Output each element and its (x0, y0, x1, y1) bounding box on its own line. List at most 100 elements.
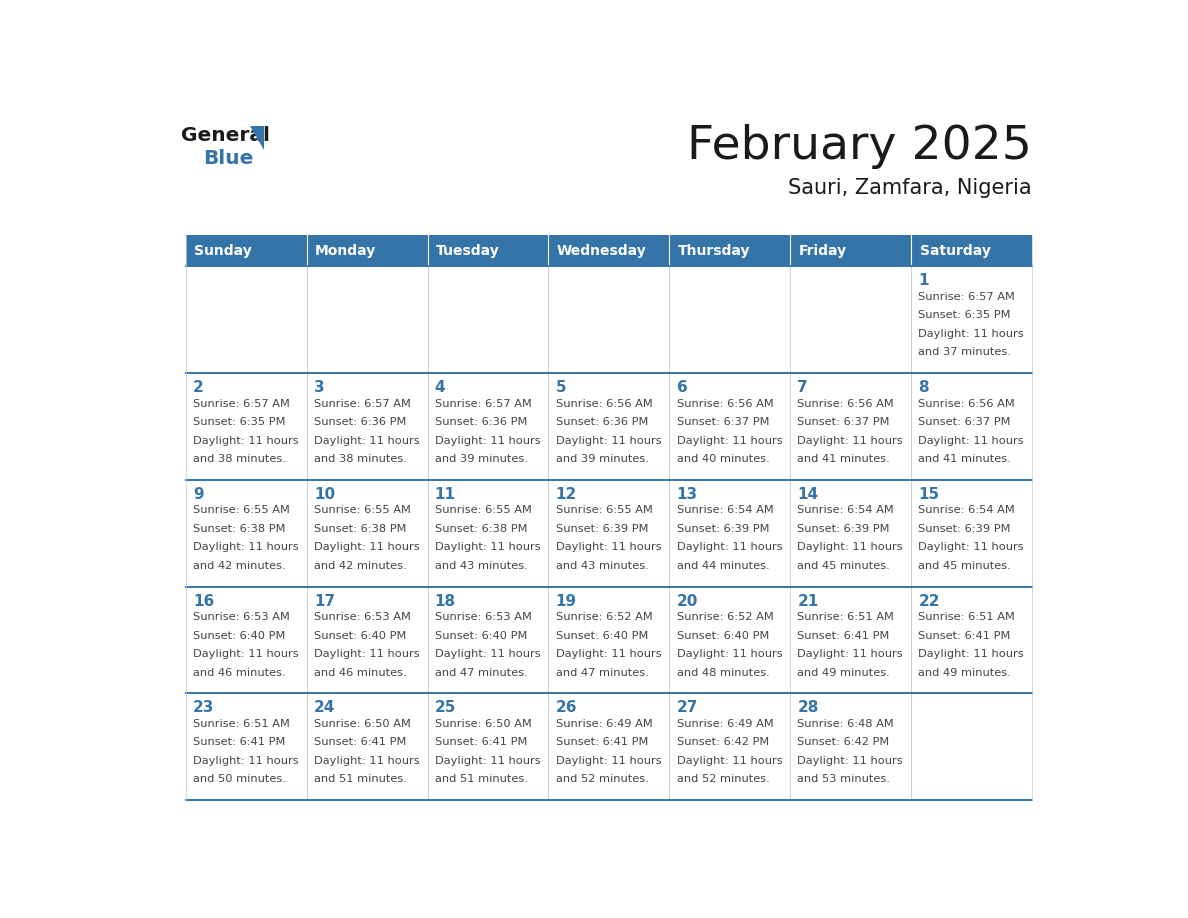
Text: 27: 27 (676, 700, 697, 715)
Text: Sunrise: 6:55 AM: Sunrise: 6:55 AM (192, 505, 290, 515)
Text: General: General (181, 126, 270, 144)
Polygon shape (251, 126, 264, 150)
Text: Daylight: 11 hours: Daylight: 11 hours (556, 543, 662, 553)
Text: Sunrise: 6:54 AM: Sunrise: 6:54 AM (797, 505, 895, 515)
Text: Sunset: 6:37 PM: Sunset: 6:37 PM (797, 417, 890, 427)
Text: Sunset: 6:41 PM: Sunset: 6:41 PM (314, 737, 406, 747)
Bar (911, 266, 1032, 374)
Bar (911, 480, 1032, 587)
Text: 24: 24 (314, 700, 335, 715)
Text: Daylight: 11 hours: Daylight: 11 hours (435, 543, 541, 553)
Text: Daylight: 11 hours: Daylight: 11 hours (314, 649, 419, 659)
Bar (428, 374, 549, 480)
Text: Sunset: 6:36 PM: Sunset: 6:36 PM (435, 417, 527, 427)
Text: and 46 minutes.: and 46 minutes. (314, 667, 406, 677)
Text: Daylight: 11 hours: Daylight: 11 hours (676, 436, 782, 445)
Text: Daylight: 11 hours: Daylight: 11 hours (797, 649, 903, 659)
Text: Sunset: 6:39 PM: Sunset: 6:39 PM (918, 524, 1011, 534)
Text: and 43 minutes.: and 43 minutes. (556, 561, 649, 571)
Text: Sunrise: 6:55 AM: Sunrise: 6:55 AM (314, 505, 411, 515)
Bar (428, 693, 549, 800)
Text: and 44 minutes.: and 44 minutes. (676, 561, 769, 571)
Bar (669, 374, 790, 480)
Text: and 49 minutes.: and 49 minutes. (797, 667, 890, 677)
Text: Sunset: 6:41 PM: Sunset: 6:41 PM (192, 737, 285, 747)
Text: Sunset: 6:38 PM: Sunset: 6:38 PM (314, 524, 406, 534)
Bar (549, 235, 669, 266)
Text: Daylight: 11 hours: Daylight: 11 hours (797, 543, 903, 553)
Text: Sunset: 6:36 PM: Sunset: 6:36 PM (314, 417, 406, 427)
Text: Sunset: 6:42 PM: Sunset: 6:42 PM (676, 737, 769, 747)
Text: Sunset: 6:35 PM: Sunset: 6:35 PM (192, 417, 285, 427)
Bar (549, 374, 669, 480)
Text: and 51 minutes.: and 51 minutes. (314, 774, 406, 784)
Text: and 52 minutes.: and 52 minutes. (556, 774, 649, 784)
Text: Tuesday: Tuesday (436, 243, 500, 258)
Bar (549, 587, 669, 693)
Bar (911, 235, 1032, 266)
Text: Sunset: 6:36 PM: Sunset: 6:36 PM (556, 417, 647, 427)
Text: Daylight: 11 hours: Daylight: 11 hours (676, 543, 782, 553)
Text: Daylight: 11 hours: Daylight: 11 hours (192, 543, 298, 553)
Text: Sunrise: 6:53 AM: Sunrise: 6:53 AM (314, 612, 411, 622)
Bar (790, 235, 911, 266)
Text: Daylight: 11 hours: Daylight: 11 hours (918, 436, 1024, 445)
Bar (307, 266, 428, 374)
Text: and 45 minutes.: and 45 minutes. (918, 561, 1011, 571)
Bar (307, 587, 428, 693)
Text: 11: 11 (435, 487, 456, 502)
Bar (185, 693, 307, 800)
Text: Daylight: 11 hours: Daylight: 11 hours (314, 436, 419, 445)
Text: Sunset: 6:37 PM: Sunset: 6:37 PM (676, 417, 769, 427)
Text: and 46 minutes.: and 46 minutes. (192, 667, 285, 677)
Bar (911, 374, 1032, 480)
Text: Sunrise: 6:50 AM: Sunrise: 6:50 AM (435, 719, 531, 729)
Text: Daylight: 11 hours: Daylight: 11 hours (676, 649, 782, 659)
Text: Sunset: 6:35 PM: Sunset: 6:35 PM (918, 310, 1011, 320)
Text: 18: 18 (435, 594, 456, 609)
Bar (790, 374, 911, 480)
Text: and 52 minutes.: and 52 minutes. (676, 774, 770, 784)
Text: Sunset: 6:40 PM: Sunset: 6:40 PM (314, 631, 406, 641)
Text: Sunrise: 6:57 AM: Sunrise: 6:57 AM (918, 292, 1016, 302)
Bar (790, 480, 911, 587)
Bar (549, 480, 669, 587)
Text: Daylight: 11 hours: Daylight: 11 hours (918, 649, 1024, 659)
Text: and 42 minutes.: and 42 minutes. (314, 561, 406, 571)
Text: 12: 12 (556, 487, 577, 502)
Text: 25: 25 (435, 700, 456, 715)
Bar (911, 587, 1032, 693)
Text: Sunday: Sunday (194, 243, 252, 258)
Text: Daylight: 11 hours: Daylight: 11 hours (435, 649, 541, 659)
Bar (911, 693, 1032, 800)
Bar (790, 266, 911, 374)
Text: and 38 minutes.: and 38 minutes. (314, 454, 406, 465)
Text: 19: 19 (556, 594, 577, 609)
Text: Sunrise: 6:55 AM: Sunrise: 6:55 AM (556, 505, 652, 515)
Text: Sunrise: 6:51 AM: Sunrise: 6:51 AM (797, 612, 895, 622)
Bar (669, 266, 790, 374)
Text: 17: 17 (314, 594, 335, 609)
Text: 26: 26 (556, 700, 577, 715)
Text: Daylight: 11 hours: Daylight: 11 hours (797, 436, 903, 445)
Text: 1: 1 (918, 274, 929, 288)
Text: Sunrise: 6:57 AM: Sunrise: 6:57 AM (192, 398, 290, 409)
Text: Sunset: 6:40 PM: Sunset: 6:40 PM (435, 631, 527, 641)
Text: Sunset: 6:40 PM: Sunset: 6:40 PM (192, 631, 285, 641)
Text: Sunrise: 6:57 AM: Sunrise: 6:57 AM (314, 398, 411, 409)
Text: and 40 minutes.: and 40 minutes. (676, 454, 770, 465)
Text: Daylight: 11 hours: Daylight: 11 hours (556, 649, 662, 659)
Text: Sunset: 6:39 PM: Sunset: 6:39 PM (556, 524, 649, 534)
Text: Sunset: 6:39 PM: Sunset: 6:39 PM (797, 524, 890, 534)
Text: 28: 28 (797, 700, 819, 715)
Text: Daylight: 11 hours: Daylight: 11 hours (314, 543, 419, 553)
Text: Daylight: 11 hours: Daylight: 11 hours (676, 756, 782, 766)
Text: and 43 minutes.: and 43 minutes. (435, 561, 527, 571)
Text: Sunset: 6:40 PM: Sunset: 6:40 PM (676, 631, 769, 641)
Text: Sunset: 6:41 PM: Sunset: 6:41 PM (797, 631, 890, 641)
Text: 14: 14 (797, 487, 819, 502)
Bar (669, 480, 790, 587)
Text: Sunset: 6:38 PM: Sunset: 6:38 PM (192, 524, 285, 534)
Text: 3: 3 (314, 380, 324, 395)
Text: Wednesday: Wednesday (557, 243, 646, 258)
